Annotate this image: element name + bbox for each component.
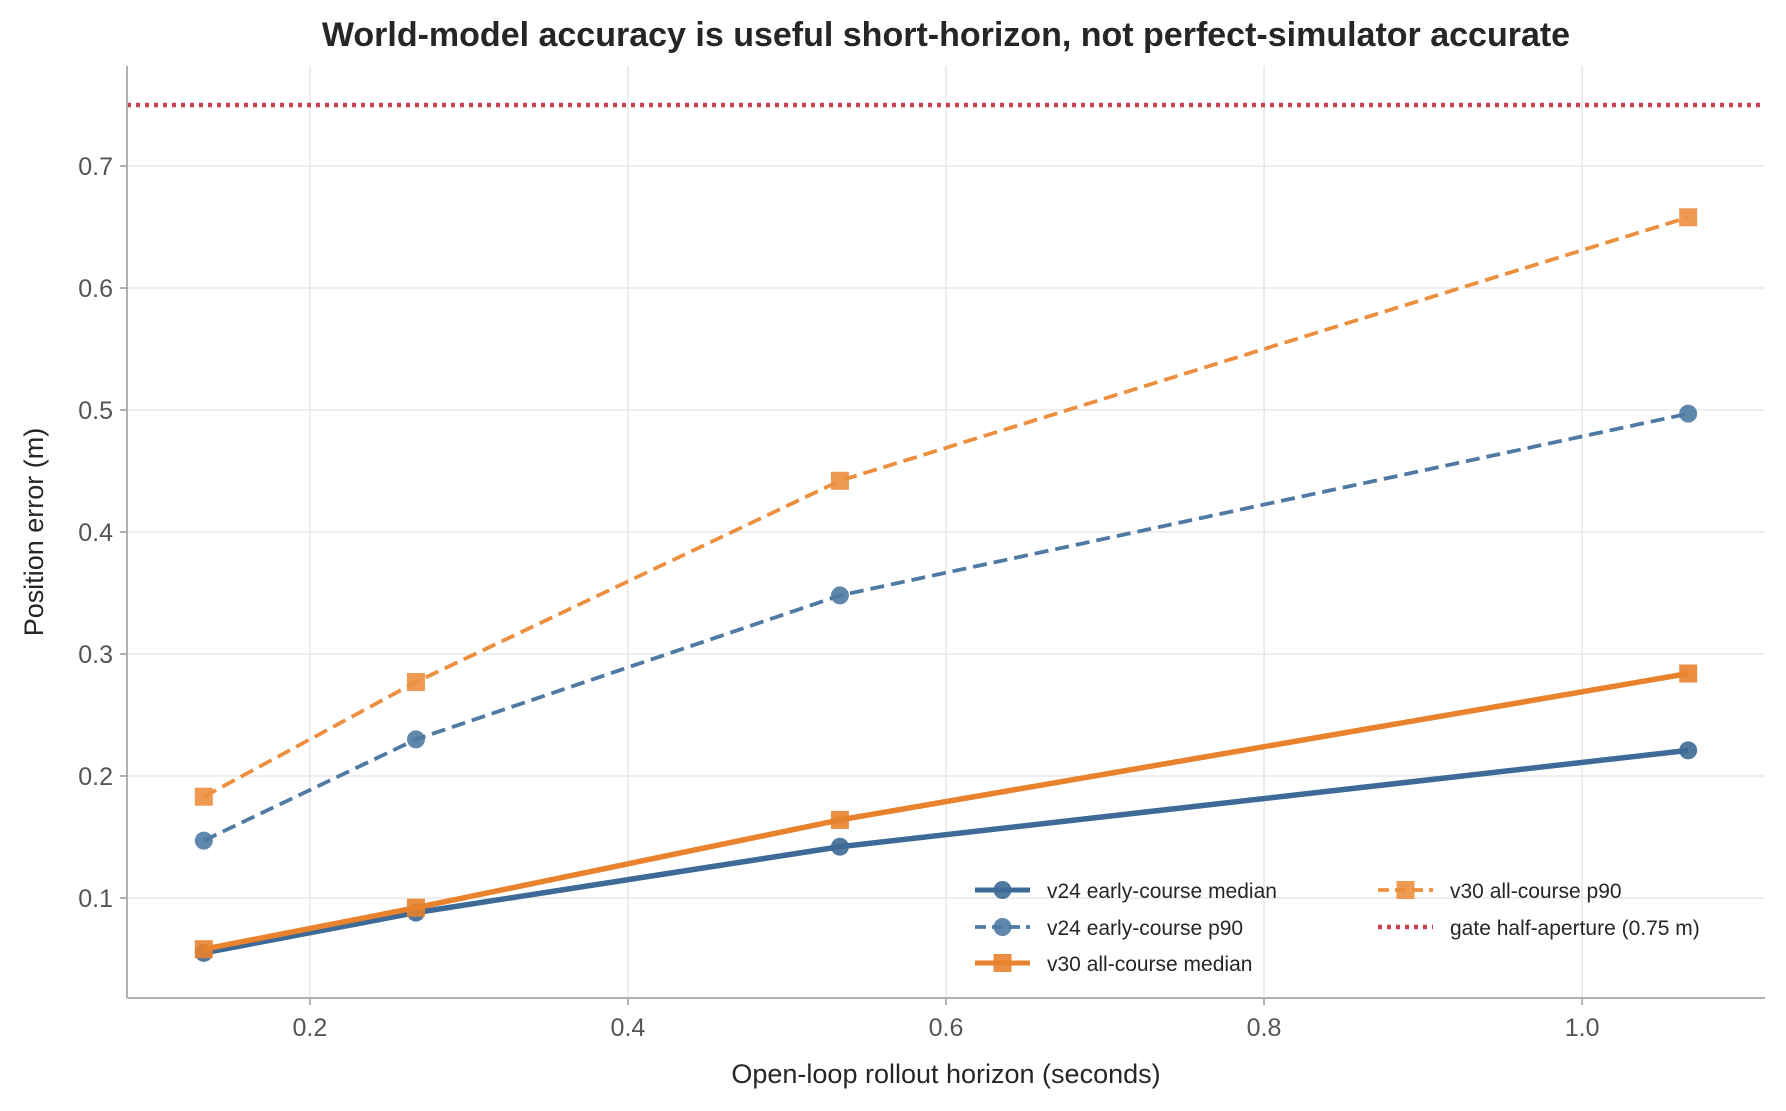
- legend-label: gate half-aperture (0.75 m): [1450, 917, 1700, 940]
- legend-marker: [993, 881, 1012, 899]
- data-point: [194, 831, 213, 850]
- legend-label: v30 all-course median: [1047, 953, 1252, 976]
- data-point: [406, 673, 425, 692]
- legend-item: gate half-aperture (0.75 m): [1378, 917, 1700, 940]
- series-line: [203, 670, 1689, 952]
- data-point: [830, 586, 849, 605]
- x-tick-label: 0.4: [611, 1014, 646, 1042]
- y-tick-label: 0.5: [78, 397, 113, 425]
- y-tick-label: 0.4: [78, 519, 113, 547]
- series-line: [202, 411, 1689, 843]
- legend-item: v24 early-course median: [975, 880, 1277, 903]
- y-tick-label: 0.7: [78, 153, 113, 181]
- grid: [127, 66, 1765, 998]
- data-point: [830, 810, 849, 829]
- x-tick-label: 0.2: [293, 1014, 328, 1042]
- y-tick-label: 0.2: [78, 763, 113, 791]
- legend-label: v24 early-course median: [1047, 880, 1277, 903]
- legend-label: v30 all-course p90: [1450, 880, 1622, 903]
- legend-marker: [1396, 881, 1415, 899]
- data-series: [194, 208, 1698, 962]
- x-ticks: 0.2 0.4 0.6 0.8 1.0: [293, 998, 1600, 1042]
- x-tick-label: 0.8: [1247, 1014, 1282, 1042]
- data-point: [406, 730, 425, 749]
- legend: v24 early-course median v24 early-course …: [975, 880, 1700, 976]
- x-tick-label: 0.6: [929, 1014, 964, 1042]
- legend-item: v30 all-course p90: [1378, 880, 1622, 903]
- data-point: [406, 898, 425, 917]
- legend-marker: [993, 918, 1012, 936]
- series-2: [194, 404, 1698, 850]
- y-tick-label: 0.1: [78, 885, 113, 913]
- legend-item: v24 early-course p90: [975, 917, 1243, 940]
- x-axis-label: Open-loop rollout horizon (seconds): [731, 1059, 1160, 1089]
- series-3: [194, 664, 1698, 959]
- series-line: [203, 747, 1689, 956]
- y-tick-label: 0.6: [78, 275, 113, 303]
- data-point: [1679, 664, 1698, 683]
- y-tick-label: 0.3: [78, 641, 113, 669]
- data-point: [194, 940, 213, 959]
- y-ticks: 0.1 0.2 0.3 0.4 0.5 0.6 0.7: [78, 153, 127, 913]
- data-point: [194, 787, 213, 806]
- data-point: [1679, 741, 1698, 760]
- data-point: [830, 471, 849, 490]
- chart-title: World-model accuracy is useful short-hor…: [322, 16, 1570, 54]
- data-point: [1679, 208, 1698, 227]
- y-axis-label: Position error (m): [19, 428, 49, 637]
- data-point: [1679, 404, 1698, 423]
- series-line: [202, 215, 1689, 799]
- data-point: [830, 837, 849, 856]
- legend-item: v30 all-course median: [975, 953, 1252, 976]
- legend-marker: [993, 954, 1012, 972]
- series-4: [194, 208, 1698, 806]
- legend-label: v24 early-course p90: [1047, 917, 1243, 940]
- x-tick-label: 1.0: [1565, 1014, 1600, 1042]
